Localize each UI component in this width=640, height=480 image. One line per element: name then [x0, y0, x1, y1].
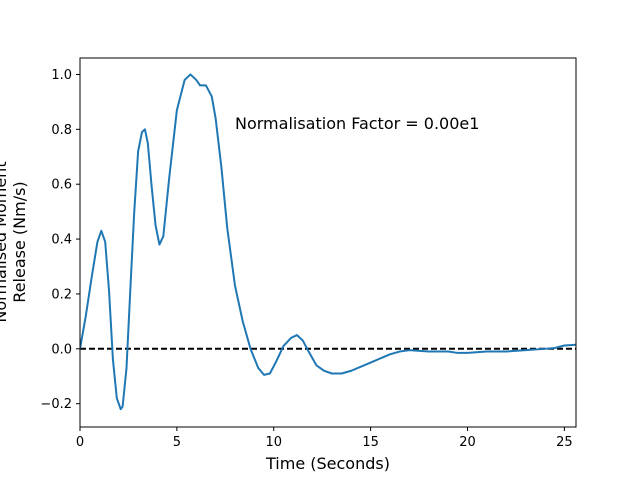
plot-area — [80, 73, 576, 411]
x-axis-label: Time (Seconds) — [265, 454, 390, 473]
x-tick-label: 5 — [173, 435, 181, 450]
y-tick-label: 0.2 — [51, 287, 72, 302]
y-tick-label: 0.6 — [51, 178, 72, 193]
y-tick-label: 0.8 — [51, 123, 72, 138]
axes-frame — [79, 57, 577, 428]
x-tick-label: 10 — [265, 435, 282, 450]
y-tick-label: 1.0 — [51, 68, 72, 83]
y-tick-label: 0.0 — [51, 342, 72, 357]
series-line-0 — [80, 73, 576, 411]
x-tick-label: 20 — [459, 435, 476, 450]
y-tick-label: −0.2 — [40, 397, 72, 412]
y-tick-label: 0.4 — [51, 233, 72, 248]
x-tick-label: 25 — [556, 435, 573, 450]
x-tick-label: 15 — [362, 435, 379, 450]
x-tick-label: 0 — [76, 435, 84, 450]
axes: 0 5 10 15 20 25 −0.2 0.0 0.2 0.4 0.6 0.8 1.0 — [40, 57, 577, 450]
y-axis-label-line-1: Normalised Moment — [0, 161, 10, 322]
y-axis-label-line-2: Release (Nm/s) — [10, 181, 29, 302]
annotation-text: Normalisation Factor = 0.00e1 — [235, 114, 479, 133]
